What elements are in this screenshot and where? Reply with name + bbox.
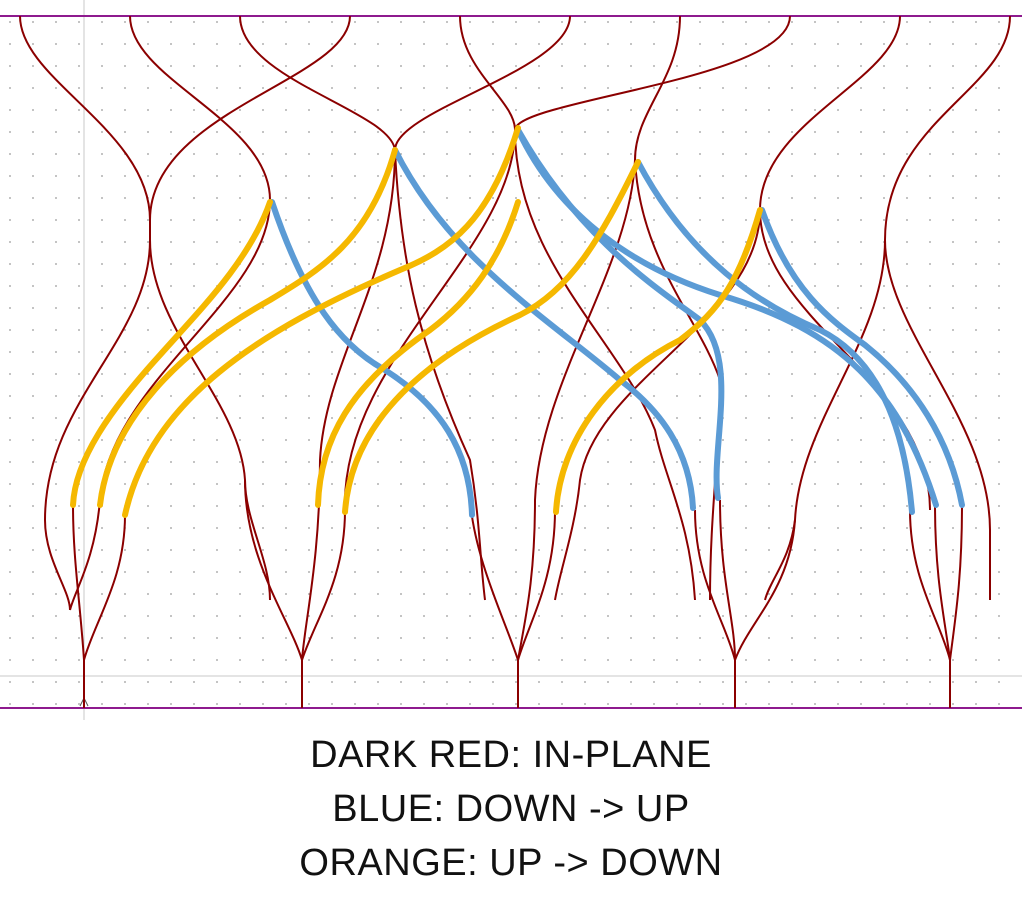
red-trace	[634, 15, 681, 161]
legend: DARK RED: IN-PLANE BLUE: DOWN -> UP ORAN…	[0, 728, 1022, 890]
down-up-traces	[269, 127, 965, 518]
red-trace	[514, 15, 791, 131]
red-trace	[319, 149, 396, 461]
red-trace	[909, 509, 951, 661]
red-trace	[44, 239, 151, 521]
blue-trace	[635, 159, 915, 515]
red-trace	[469, 499, 519, 661]
orange-trace	[315, 199, 521, 508]
orange-trace	[122, 125, 521, 518]
red-trace	[149, 15, 351, 221]
orange-trace	[342, 159, 641, 515]
blue-trace	[515, 127, 939, 508]
red-trace	[394, 15, 571, 151]
red-trace	[884, 239, 991, 600]
red-trace	[934, 504, 951, 661]
legend-in-plane: DARK RED: IN-PLANE	[310, 734, 712, 776]
red-trace	[83, 514, 126, 661]
red-trace	[734, 519, 796, 661]
red-trace	[884, 15, 1011, 241]
red-trace	[517, 499, 536, 661]
red-trace	[759, 15, 901, 211]
red-trace	[517, 509, 556, 661]
red-trace	[764, 239, 886, 601]
red-trace	[19, 15, 151, 240]
red-trace	[534, 159, 636, 501]
red-trace	[949, 504, 963, 661]
blue-trace	[392, 147, 696, 511]
red-trace	[149, 239, 271, 601]
red-trace	[719, 499, 736, 661]
legend-up-down: ORANGE: UP -> DOWN	[299, 842, 723, 884]
red-trace	[694, 509, 736, 661]
blue-trace	[759, 207, 965, 508]
red-trace	[514, 129, 696, 601]
orange-trace	[553, 207, 763, 515]
up-down-traces	[70, 125, 763, 518]
orange-trace	[97, 147, 398, 508]
legend-down-up: BLUE: DOWN -> UP	[332, 788, 690, 830]
red-trace	[72, 504, 85, 661]
red-trace	[244, 479, 303, 661]
red-trace	[459, 15, 516, 131]
red-trace	[129, 15, 271, 201]
routing-diagram	[0, 0, 1022, 720]
orange-trace	[70, 199, 273, 508]
red-trace	[69, 499, 101, 611]
red-trace	[343, 129, 516, 511]
red-trace	[44, 519, 71, 611]
red-trace	[239, 15, 396, 151]
red-trace	[301, 509, 346, 661]
